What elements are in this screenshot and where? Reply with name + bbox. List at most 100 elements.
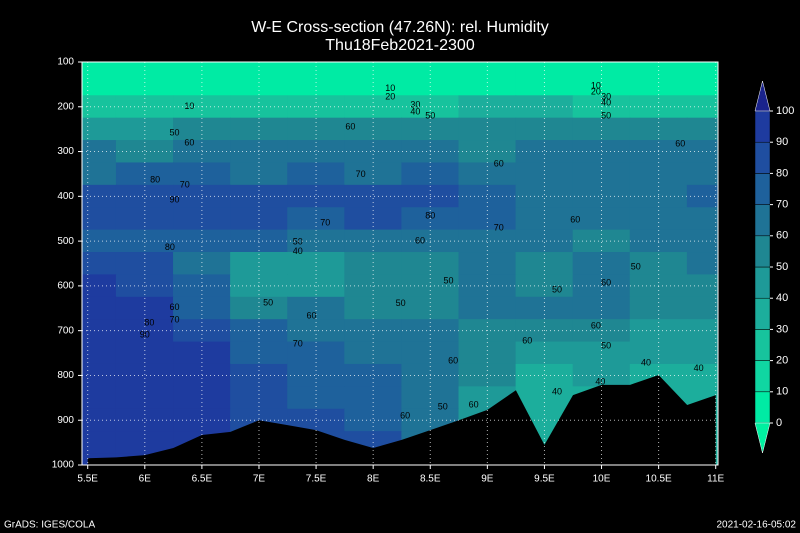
contour-label: 10: [184, 101, 194, 111]
field-cell: [344, 341, 403, 365]
y-tick-label: 200: [57, 101, 74, 112]
field-cell: [515, 117, 574, 141]
chart-title: W-E Cross-section (47.26N): rel. Humidit…: [251, 19, 549, 36]
field-cell: [401, 341, 460, 365]
colorbar-label: 60: [776, 230, 788, 242]
colorbar-bin: [754, 266, 771, 299]
field-cell: [458, 184, 517, 208]
field-cell: [287, 408, 345, 432]
field-cell: [287, 386, 345, 410]
field-cell: [686, 184, 718, 208]
contour-label: 80: [425, 210, 435, 220]
field-cell: [458, 162, 517, 186]
contour-label: 40: [601, 98, 611, 108]
field-cell: [344, 184, 403, 208]
field-cell: [401, 162, 460, 186]
contour-label: 50: [601, 340, 611, 350]
field-cell: [115, 252, 174, 275]
contour-label: 40: [410, 107, 420, 117]
field-cell: [344, 386, 403, 410]
contour-label: 30: [601, 91, 611, 101]
contour-label: 40: [552, 386, 562, 396]
field-cell: [115, 341, 174, 365]
contour-label: 60: [415, 235, 425, 245]
field-cell: [629, 162, 688, 186]
field-cell: [82, 319, 117, 343]
field-cell: [173, 296, 231, 320]
field-cell: [344, 62, 403, 74]
colorbar-label: 80: [776, 167, 788, 179]
field-cell: [515, 274, 574, 298]
field-cell: [686, 72, 718, 96]
contour-label: 60: [400, 411, 410, 421]
contour-label: 60: [307, 310, 317, 320]
field-cell: [115, 296, 174, 320]
field-cell: [287, 62, 345, 74]
field-cell: [401, 117, 460, 141]
field-cell: [82, 72, 117, 96]
field-cell: [287, 274, 345, 298]
field-cell: [572, 162, 631, 186]
y-tick-label: 700: [57, 325, 74, 336]
colorbar-bin: [754, 141, 771, 174]
contour-label: 50: [396, 298, 406, 308]
field-cell: [458, 140, 517, 164]
field-cell: [686, 62, 718, 74]
colorbar-label: 40: [776, 292, 788, 304]
y-tick-label: 600: [57, 281, 74, 292]
colorbar-bin: [754, 360, 771, 393]
field-cell: [115, 162, 174, 186]
contour-label: 20: [385, 91, 395, 101]
field-cell: [344, 252, 403, 275]
field-cell: [173, 274, 231, 298]
y-tick-label: 1000: [52, 460, 75, 471]
x-tick-label: 7.5E: [306, 474, 327, 485]
colorbar-label: 30: [776, 323, 788, 335]
contour-label: 40: [595, 377, 605, 387]
contour-label: 60: [570, 214, 580, 224]
field-cell: [173, 252, 231, 275]
colorbar-label: 50: [776, 261, 788, 273]
field-cell: [515, 252, 574, 275]
field-cell: [82, 431, 117, 455]
field-cell: [458, 296, 517, 320]
contour-label: 50: [169, 128, 179, 138]
field-cell: [686, 296, 718, 320]
field-cell: [458, 117, 517, 141]
contour-label: 40: [641, 357, 651, 367]
field-cell: [287, 117, 345, 141]
field-cell: [515, 184, 574, 208]
field-cell: [115, 140, 174, 164]
contour-label: 50: [425, 111, 435, 121]
field-cell: [230, 296, 288, 320]
field-cell: [115, 117, 174, 141]
field-cell: [686, 341, 718, 365]
field-cell: [629, 72, 688, 96]
x-tick-label: 11E: [707, 474, 724, 485]
field-cell: [458, 341, 517, 365]
colorbar-label: 100: [776, 105, 794, 117]
field-cell: [115, 72, 174, 96]
contour-label: 50: [552, 284, 562, 294]
field-cell: [115, 386, 174, 410]
field-cell: [572, 252, 631, 275]
field-cell: [401, 386, 460, 410]
field-cell: [344, 140, 403, 164]
field-cell: [82, 296, 117, 320]
field-cell: [401, 296, 460, 320]
field-cell: [173, 184, 231, 208]
field-cell: [572, 341, 631, 365]
field-cell: [115, 184, 174, 208]
contour-label: 70: [494, 223, 504, 233]
contour-field: [82, 62, 718, 465]
field-cell: [686, 252, 718, 275]
field-cell: [686, 162, 718, 186]
x-tick-label: 10E: [593, 474, 611, 485]
field-cell: [82, 207, 117, 231]
contour-label: 10: [385, 83, 395, 93]
x-tick-label: 6.5E: [192, 474, 213, 485]
field-cell: [82, 386, 117, 410]
contour-label: 40: [694, 363, 704, 373]
field-cell: [82, 95, 117, 119]
